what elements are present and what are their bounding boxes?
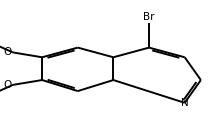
Text: Br: Br — [143, 12, 155, 22]
Text: O: O — [4, 47, 12, 57]
Text: O: O — [4, 80, 12, 90]
Text: N: N — [181, 98, 189, 108]
